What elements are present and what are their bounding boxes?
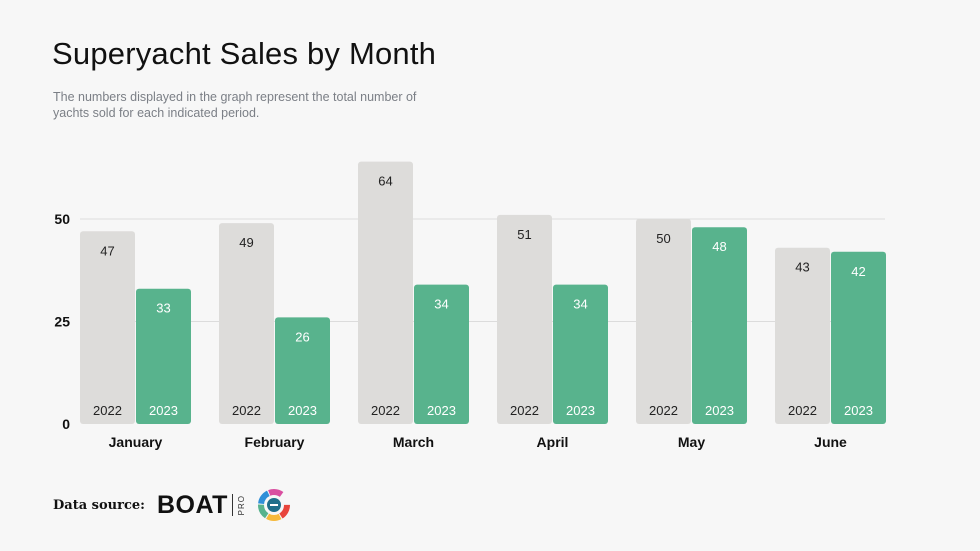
x-category-label: January xyxy=(109,434,163,450)
bar-2022-march xyxy=(358,161,413,424)
bar-2023-may xyxy=(692,227,747,424)
x-category-label: June xyxy=(814,434,847,450)
brand-logo-text: BOAT xyxy=(156,490,228,519)
bar-2022-june xyxy=(775,247,830,424)
bar-value-label: 49 xyxy=(239,235,253,250)
chart-title: Superyacht Sales by Month xyxy=(52,36,437,71)
bar-series-label: 2023 xyxy=(705,403,734,418)
bar-series-label: 2022 xyxy=(788,403,817,418)
bar-2022-january xyxy=(80,231,135,424)
bar-2023-march xyxy=(414,284,469,424)
boat-pro-logo-icon xyxy=(257,489,290,521)
bar-2023-april xyxy=(553,284,608,424)
brand-divider xyxy=(231,494,233,516)
bar-value-label: 33 xyxy=(156,301,170,316)
bar-series-label: 2023 xyxy=(844,403,873,418)
bar-value-label: 64 xyxy=(378,174,392,189)
y-tick-label: 25 xyxy=(54,314,70,330)
chart-subtitle: The numbers displayed in the graph repre… xyxy=(53,90,417,120)
bar-chart: 47 2022 33 2023 49 2022 26 2023 64 2022 34 2023 51 20… xyxy=(54,161,886,450)
grid-lines xyxy=(80,218,885,322)
bar-series-label: 2023 xyxy=(288,403,317,418)
bar-value-label: 34 xyxy=(573,297,587,312)
bar-value-label: 43 xyxy=(795,260,809,275)
x-category-label: March xyxy=(393,434,434,450)
axis-labels: 0 25 50 January February March April May June xyxy=(54,211,847,450)
bar-2023-june xyxy=(831,251,886,424)
bar-series-label: 2022 xyxy=(371,403,400,418)
bar-series-label: 2022 xyxy=(510,403,539,418)
y-tick-label: 50 xyxy=(54,211,70,227)
y-tick-label: 0 xyxy=(62,416,70,432)
bar-series-label: 2023 xyxy=(566,403,595,418)
bar-2023-february xyxy=(275,317,330,424)
bar-series-label: 2022 xyxy=(649,403,678,418)
brand-logo-subtext: PRO xyxy=(236,494,246,516)
bar-series-label: 2023 xyxy=(149,403,178,418)
x-category-label: May xyxy=(678,434,705,450)
bar-value-label: 51 xyxy=(517,227,531,242)
x-category-label: February xyxy=(245,434,305,450)
bar-2023-january xyxy=(136,288,191,424)
data-source-label: Data source: xyxy=(53,497,145,513)
x-category-label: April xyxy=(537,434,569,450)
bar-2022-april xyxy=(497,214,552,424)
bar-value-label: 47 xyxy=(100,243,114,258)
bar-value-label: 26 xyxy=(295,329,309,344)
data-labels: 47 2022 33 2023 49 2022 26 2023 64 2022 34 2023 51 20… xyxy=(93,174,873,418)
bar-value-label: 50 xyxy=(656,231,670,246)
bar-value-label: 42 xyxy=(851,264,865,279)
bar-series-label: 2022 xyxy=(232,403,261,418)
bar-value-label: 48 xyxy=(712,239,726,254)
bar-value-label: 34 xyxy=(434,297,448,312)
bar-series-label: 2022 xyxy=(93,403,122,418)
bar-2022-february xyxy=(219,223,274,424)
bars xyxy=(80,161,886,424)
bar-series-label: 2023 xyxy=(427,403,456,418)
bar-2022-may xyxy=(636,219,691,424)
footer: Data source: BOAT PRO xyxy=(53,488,290,522)
